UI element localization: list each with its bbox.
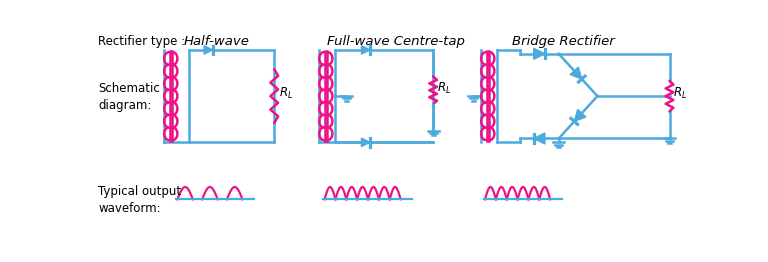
Polygon shape xyxy=(204,46,213,54)
Polygon shape xyxy=(362,138,370,146)
Text: Typical output
waveform:: Typical output waveform: xyxy=(98,185,181,215)
Text: $R_L$: $R_L$ xyxy=(279,85,293,101)
Polygon shape xyxy=(362,46,370,54)
Text: Schematic
diagram:: Schematic diagram: xyxy=(98,82,160,112)
Text: $R_L$: $R_L$ xyxy=(437,80,452,96)
Text: Half-wave: Half-wave xyxy=(184,35,250,48)
Text: $R_L$: $R_L$ xyxy=(674,86,687,101)
Polygon shape xyxy=(574,110,586,121)
Text: Rectifier type :: Rectifier type : xyxy=(98,35,185,48)
Polygon shape xyxy=(570,67,582,79)
Polygon shape xyxy=(534,133,545,144)
Text: Bridge Rectifier: Bridge Rectifier xyxy=(512,35,615,48)
Polygon shape xyxy=(534,48,545,59)
Text: Full-wave Centre-tap: Full-wave Centre-tap xyxy=(327,35,465,48)
